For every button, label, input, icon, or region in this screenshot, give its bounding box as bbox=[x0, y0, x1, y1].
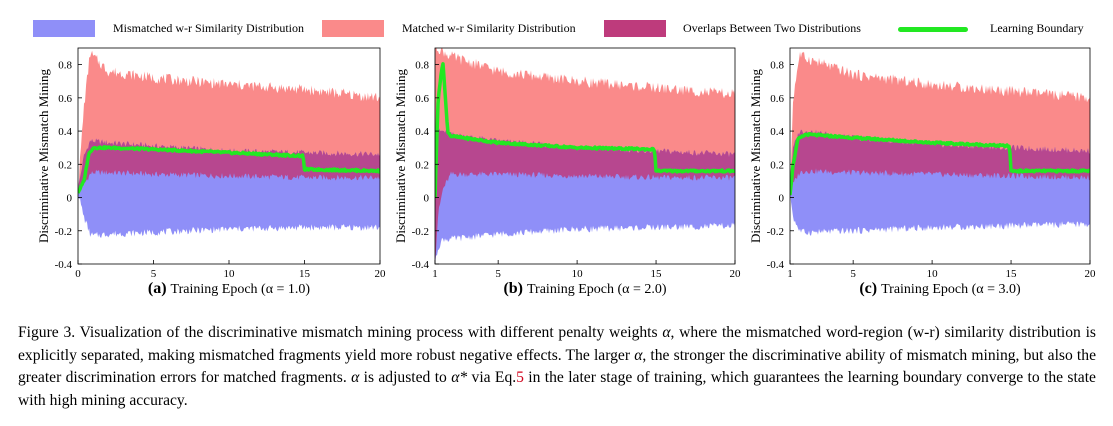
plot-area bbox=[790, 51, 1090, 236]
caption-text-2: , where the mismatched word-region (w-r)… bbox=[18, 324, 1096, 364]
x-tick-label: 5 bbox=[850, 268, 856, 280]
y-tick-label: 0.8 bbox=[58, 60, 72, 72]
caption-text-1: Figure 3. Visualization of the discrimin… bbox=[18, 324, 663, 341]
caption-alpha-star: α* bbox=[451, 369, 468, 387]
figure-caption: Figure 3. Visualization of the discrimin… bbox=[18, 322, 1096, 412]
x-axis-label: (b) Training Epoch (α = 2.0) bbox=[503, 280, 666, 297]
x-axis-label: (c) Training Epoch (α = 3.0) bbox=[859, 280, 1021, 297]
legend-label-overlap: Overlaps Between Two Distributions bbox=[683, 21, 861, 35]
y-tick-label: -0.4 bbox=[55, 259, 73, 271]
panel-label: (b) bbox=[503, 280, 527, 297]
y-tick-label: 0 bbox=[67, 193, 73, 205]
caption-text-4: is adjusted to bbox=[359, 369, 452, 387]
x-tick-label: 15 bbox=[299, 268, 311, 280]
legend-label-matched: Matched w-r Similarity Distribution bbox=[402, 21, 576, 35]
x-axis-label: (a) Training Epoch (α = 1.0) bbox=[148, 280, 311, 297]
overlap-band bbox=[435, 128, 735, 264]
y-tick-label: -0.4 bbox=[767, 259, 785, 271]
y-tick-label: 0 bbox=[424, 193, 430, 205]
x-tick-label: 20 bbox=[375, 268, 387, 280]
chart-panel-c: -0.4-0.200.20.40.60.81 5 10 15 20Discriminat… bbox=[748, 47, 1097, 297]
x-axis-title: Training Epoch (α = 3.0) bbox=[881, 282, 1021, 297]
x-tick-label: 10 bbox=[927, 268, 939, 280]
caption-eq-link[interactable]: 5 bbox=[516, 369, 524, 387]
legend-label-mismatched: Mismatched w-r Similarity Distribution bbox=[113, 21, 304, 35]
chart-panel-a: -0.4 -0.2 0 0.2 0.4 0.6 0.8 0 5 10 15 20 Discriminat… bbox=[36, 47, 387, 297]
figure-legend: Mismatched w-r Similarity Distribution M… bbox=[0, 0, 1113, 44]
y-tick-label: 0.8 bbox=[770, 60, 784, 72]
plot-frame bbox=[434, 47, 736, 265]
legend-label-boundary: Learning Boundary bbox=[990, 21, 1084, 35]
caption-text-3: , the stronger the discriminative abilit… bbox=[18, 346, 1096, 387]
panel-label: (a) bbox=[148, 280, 171, 297]
chart-panel-b: -0.4-0.200.20.40.60.81 5 10 15 20Discriminat… bbox=[393, 47, 742, 297]
learning-boundary-line bbox=[790, 132, 1090, 196]
caption-text-6: in the later stage of training, which gu… bbox=[18, 369, 1096, 409]
y-tick-label: 0.4 bbox=[770, 126, 784, 138]
x-tick-label: 5 bbox=[495, 268, 501, 280]
y-tick-label: 0.8 bbox=[415, 60, 429, 72]
legend-line-boundary bbox=[898, 27, 968, 32]
x-tick-label: 0 bbox=[75, 268, 81, 280]
x-axis-title: Training Epoch (α = 2.0) bbox=[527, 282, 667, 297]
overlap-band bbox=[78, 138, 380, 195]
x-tick-label: 15 bbox=[651, 268, 663, 280]
y-tick-label: 0.2 bbox=[415, 159, 429, 171]
x-tick-label: 1 bbox=[787, 268, 793, 280]
x-tick-label: 20 bbox=[1085, 268, 1097, 280]
panel-label: (c) bbox=[859, 280, 881, 297]
y-tick-label: -0.2 bbox=[767, 226, 784, 238]
legend-swatch-mismatched bbox=[33, 20, 95, 37]
y-tick-label: 0.6 bbox=[415, 93, 429, 105]
x-axis-title: Training Epoch (α = 1.0) bbox=[171, 282, 311, 297]
plot-frame bbox=[789, 47, 1091, 265]
y-tick-label: -0.2 bbox=[412, 226, 429, 238]
plot-area bbox=[435, 48, 735, 264]
y-tick-label: -0.4 bbox=[412, 259, 430, 271]
y-axis-label: Discriminative Mismatch Mining bbox=[36, 68, 51, 243]
x-tick-label: 10 bbox=[224, 268, 236, 280]
x-tick-label: 20 bbox=[730, 268, 742, 280]
caption-alpha-3: α bbox=[351, 369, 360, 387]
y-tick-label: 0.4 bbox=[58, 126, 72, 138]
y-tick-label: 0.6 bbox=[770, 93, 784, 105]
x-tick-label: 5 bbox=[151, 268, 157, 280]
learning-boundary-line bbox=[435, 62, 735, 199]
y-tick-label: 0 bbox=[779, 193, 785, 205]
caption-alpha-2: α bbox=[634, 346, 643, 364]
plot-area bbox=[78, 50, 380, 238]
y-tick-label: -0.2 bbox=[55, 226, 72, 238]
x-tick-label: 1 bbox=[432, 268, 438, 280]
learning-boundary-line bbox=[78, 144, 380, 194]
legend-swatch-matched bbox=[322, 20, 384, 37]
y-axis-label: Discriminative Mismatch Mining bbox=[393, 68, 408, 243]
y-tick-label: 0.4 bbox=[415, 126, 429, 138]
overlap-band bbox=[790, 129, 1090, 191]
caption-text-5: via Eq. bbox=[467, 369, 517, 387]
legend-swatch-overlap bbox=[604, 20, 666, 37]
x-tick-label: 15 bbox=[1006, 268, 1018, 280]
y-tick-label: 0.2 bbox=[58, 159, 72, 171]
y-axis-label: Discriminative Mismatch Mining bbox=[748, 68, 763, 243]
x-tick-label: 10 bbox=[572, 268, 584, 280]
y-tick-label: 0.6 bbox=[58, 93, 72, 105]
caption-alpha-1: α bbox=[662, 324, 671, 341]
y-tick-label: 0.2 bbox=[770, 159, 784, 171]
